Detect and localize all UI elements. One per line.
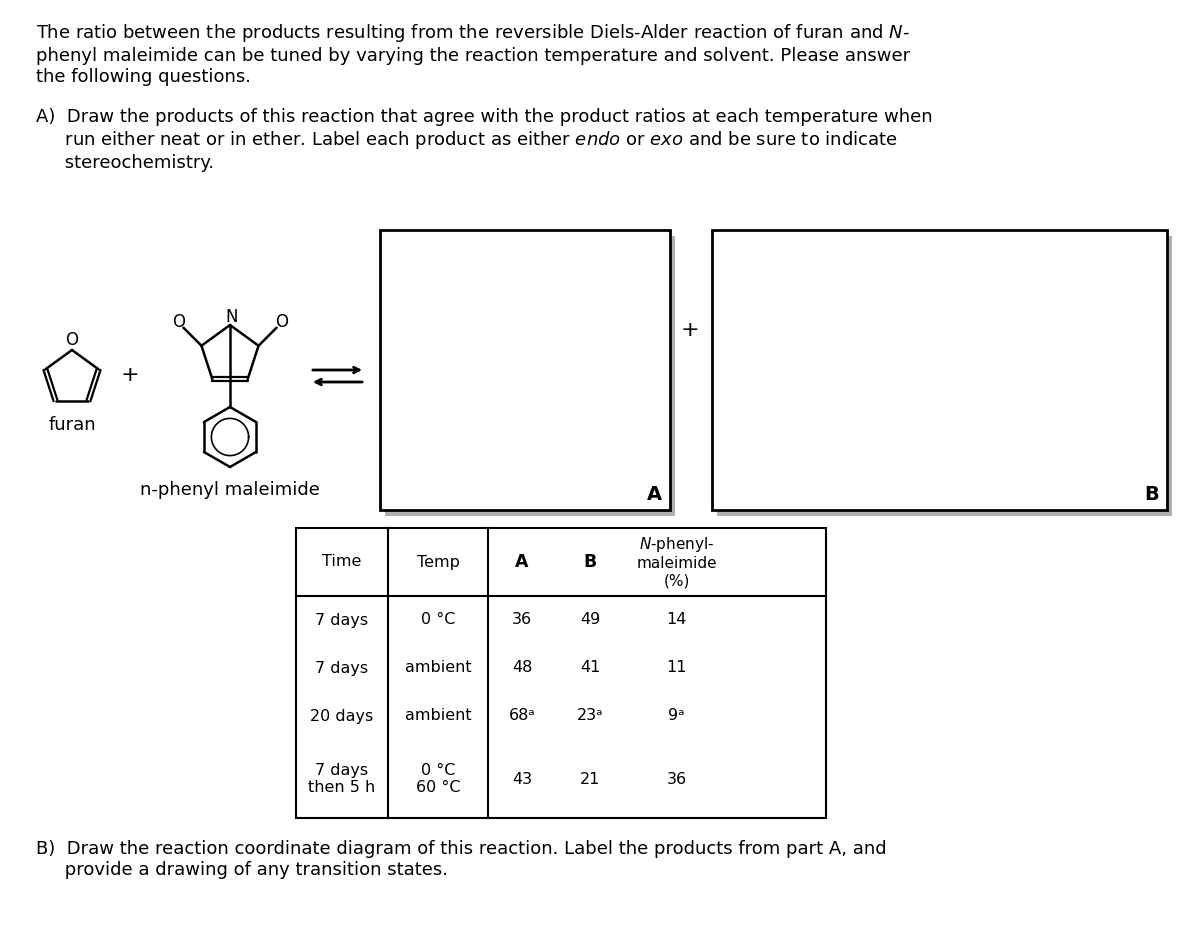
Text: $\it{N}$-phenyl-
maleimide
(%): $\it{N}$-phenyl- maleimide (%) xyxy=(636,535,716,588)
Text: +: + xyxy=(121,365,139,385)
Text: 36: 36 xyxy=(512,613,532,627)
Text: 7 days: 7 days xyxy=(316,660,368,675)
Text: 7 days
then 5 h: 7 days then 5 h xyxy=(308,763,376,795)
Text: 11: 11 xyxy=(666,660,686,675)
Text: B: B xyxy=(1145,485,1159,504)
Text: N: N xyxy=(226,308,239,326)
Text: 36: 36 xyxy=(666,771,686,786)
Text: O: O xyxy=(275,313,288,331)
Text: 9ᵃ: 9ᵃ xyxy=(668,708,685,723)
Text: 43: 43 xyxy=(512,771,532,786)
Text: 20 days: 20 days xyxy=(311,708,373,723)
Text: 68ᵃ: 68ᵃ xyxy=(509,708,535,723)
Text: 7 days: 7 days xyxy=(316,613,368,627)
Text: 23ᵃ: 23ᵃ xyxy=(577,708,604,723)
Text: 49: 49 xyxy=(580,613,600,627)
Text: $\mathbf{B}$: $\mathbf{B}$ xyxy=(583,553,598,571)
Text: Temp: Temp xyxy=(416,554,460,570)
Text: n-phenyl maleimide: n-phenyl maleimide xyxy=(140,481,320,499)
Bar xyxy=(296,528,826,818)
Text: 21: 21 xyxy=(580,771,600,786)
Text: +: + xyxy=(680,320,700,340)
Text: A: A xyxy=(647,485,662,504)
Text: B)  Draw the reaction coordinate diagram of this reaction. Label the products fr: B) Draw the reaction coordinate diagram … xyxy=(36,840,887,879)
Text: O: O xyxy=(66,331,78,349)
Text: Time: Time xyxy=(323,554,361,570)
Text: 48: 48 xyxy=(512,660,532,675)
Text: 41: 41 xyxy=(580,660,600,675)
Bar xyxy=(385,236,674,516)
Bar xyxy=(380,230,670,510)
Text: ambient: ambient xyxy=(404,660,472,675)
Bar xyxy=(712,230,1166,510)
Text: $\mathbf{A}$: $\mathbf{A}$ xyxy=(515,553,529,571)
Text: O: O xyxy=(172,313,185,331)
Text: 14: 14 xyxy=(666,613,686,627)
Bar xyxy=(718,236,1172,516)
Text: 0 °C
60 °C: 0 °C 60 °C xyxy=(415,763,461,795)
Text: A)  Draw the products of this reaction that agree with the product ratios at eac: A) Draw the products of this reaction th… xyxy=(36,108,932,172)
Text: The ratio between the products resulting from the reversible Diels-Alder reactio: The ratio between the products resulting… xyxy=(36,22,910,86)
Text: ambient: ambient xyxy=(404,708,472,723)
Text: furan: furan xyxy=(48,416,96,434)
Text: 0 °C: 0 °C xyxy=(421,613,455,627)
